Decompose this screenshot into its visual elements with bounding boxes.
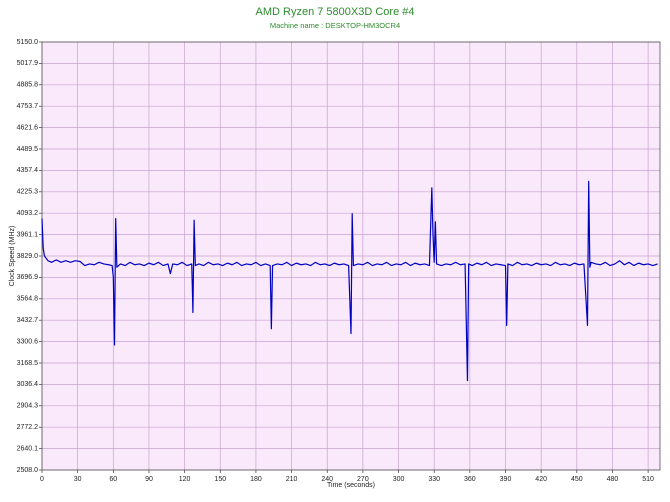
y-axis-label: Clock Speed (MHz)	[9, 226, 16, 287]
x-tick-label: 360	[464, 476, 476, 483]
plot-border	[41, 41, 661, 471]
y-tick-label: 4753.7	[17, 103, 39, 110]
x-tick-label: 450	[571, 476, 583, 483]
x-tick-label: 120	[179, 476, 191, 483]
x-tick-label: 240	[321, 476, 333, 483]
x-tick-label: 420	[535, 476, 547, 483]
x-tick-label: 510	[642, 476, 654, 483]
y-tick-label: 3432.7	[17, 317, 39, 324]
x-tick-label: 300	[393, 476, 405, 483]
y-tick-label: 3564.8	[17, 296, 39, 303]
chart-title: AMD Ryzen 7 5800X3D Core #4	[256, 6, 415, 18]
y-tick-label: 4225.3	[17, 189, 39, 196]
y-tick-label: 3168.5	[17, 360, 39, 367]
y-tick-label: 3300.6	[17, 338, 39, 345]
y-tick-label: 4093.2	[17, 210, 39, 217]
y-tick-label: 2904.3	[17, 403, 39, 410]
x-tick-label: 60	[109, 476, 117, 483]
y-tick-label: 4489.5	[17, 146, 39, 153]
chart-subtitle: Machine name : DESKTOP-HM3OCR4	[270, 21, 400, 30]
y-tick-label: 2640.1	[17, 445, 39, 452]
x-tick-label: 150	[214, 476, 226, 483]
x-tick-label: 480	[607, 476, 619, 483]
y-tick-label: 3696.9	[17, 274, 39, 281]
y-tick-label: 4621.6	[17, 124, 39, 131]
y-tick-label: 3829.0	[17, 253, 39, 260]
y-tick-label: 3036.4	[17, 381, 39, 388]
x-tick-label: 270	[357, 476, 369, 483]
x-tick-label: 390	[500, 476, 512, 483]
y-tick-label: 2508.0	[17, 467, 39, 474]
x-axis-label: Time (seconds)	[327, 482, 375, 489]
y-tick-label: 2772.2	[17, 424, 39, 431]
y-tick-label: 5150.0	[17, 39, 39, 46]
x-tick-label: 210	[286, 476, 298, 483]
y-tick-label: 4885.8	[17, 82, 39, 89]
x-tick-label: 330	[428, 476, 440, 483]
x-tick-label: 180	[250, 476, 262, 483]
y-tick-label: 3961.1	[17, 231, 39, 238]
data-line	[41, 180, 658, 382]
y-tick-label: 4357.4	[17, 167, 39, 174]
x-tick-label: 0	[40, 476, 44, 483]
x-tick-label: 90	[145, 476, 153, 483]
x-tick-label: 30	[74, 476, 82, 483]
y-tick-label: 5017.9	[17, 60, 39, 67]
